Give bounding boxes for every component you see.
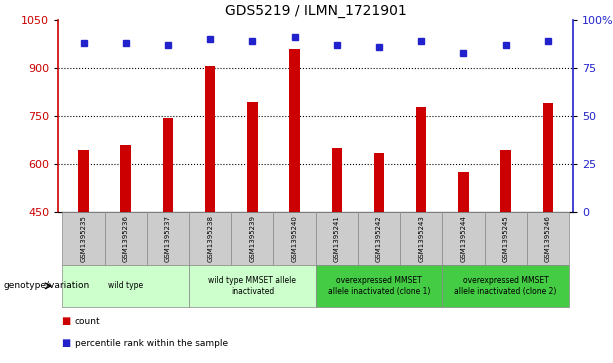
Bar xyxy=(121,145,131,212)
Bar xyxy=(189,265,316,307)
Text: ■: ■ xyxy=(61,338,70,348)
Text: GSM1395237: GSM1395237 xyxy=(165,215,171,262)
Bar xyxy=(205,66,215,212)
Text: GSM1395235: GSM1395235 xyxy=(80,215,86,262)
Text: overexpressed MMSET
allele inactivated (clone 2): overexpressed MMSET allele inactivated (… xyxy=(454,276,557,295)
Bar xyxy=(189,212,231,265)
Bar xyxy=(358,212,400,265)
Bar xyxy=(443,265,569,307)
Bar xyxy=(332,148,342,212)
Bar xyxy=(374,153,384,212)
Bar xyxy=(105,212,147,265)
Bar xyxy=(63,212,105,265)
Text: percentile rank within the sample: percentile rank within the sample xyxy=(75,339,228,347)
Bar xyxy=(316,212,358,265)
Text: GSM1395238: GSM1395238 xyxy=(207,215,213,262)
Title: GDS5219 / ILMN_1721901: GDS5219 / ILMN_1721901 xyxy=(225,4,406,17)
Text: GSM1395242: GSM1395242 xyxy=(376,215,382,262)
Text: wild type: wild type xyxy=(109,281,143,290)
Bar xyxy=(247,102,257,212)
Bar xyxy=(63,265,189,307)
Bar xyxy=(458,172,469,212)
Text: wild type MMSET allele
inactivated: wild type MMSET allele inactivated xyxy=(208,276,296,295)
Bar xyxy=(316,265,443,307)
Text: overexpressed MMSET
allele inactivated (clone 1): overexpressed MMSET allele inactivated (… xyxy=(328,276,430,295)
Bar xyxy=(231,212,273,265)
Bar xyxy=(147,212,189,265)
Bar xyxy=(400,212,443,265)
Bar xyxy=(500,150,511,212)
Bar xyxy=(484,212,527,265)
Bar xyxy=(273,212,316,265)
Text: GSM1395236: GSM1395236 xyxy=(123,215,129,262)
Text: GSM1395243: GSM1395243 xyxy=(418,215,424,262)
Bar xyxy=(289,49,300,212)
Text: GSM1395244: GSM1395244 xyxy=(460,215,466,262)
Bar xyxy=(78,150,89,212)
Text: ■: ■ xyxy=(61,316,70,326)
Text: GSM1395239: GSM1395239 xyxy=(249,215,256,262)
Text: GSM1395245: GSM1395245 xyxy=(503,215,509,262)
Bar xyxy=(543,103,553,212)
Text: genotype/variation: genotype/variation xyxy=(3,281,89,290)
Bar xyxy=(416,106,427,212)
Bar xyxy=(162,118,173,212)
Text: GSM1395240: GSM1395240 xyxy=(292,215,297,262)
Bar xyxy=(443,212,484,265)
Text: GSM1395241: GSM1395241 xyxy=(334,215,340,262)
Text: count: count xyxy=(75,317,101,326)
Text: GSM1395246: GSM1395246 xyxy=(545,215,551,262)
Bar xyxy=(527,212,569,265)
